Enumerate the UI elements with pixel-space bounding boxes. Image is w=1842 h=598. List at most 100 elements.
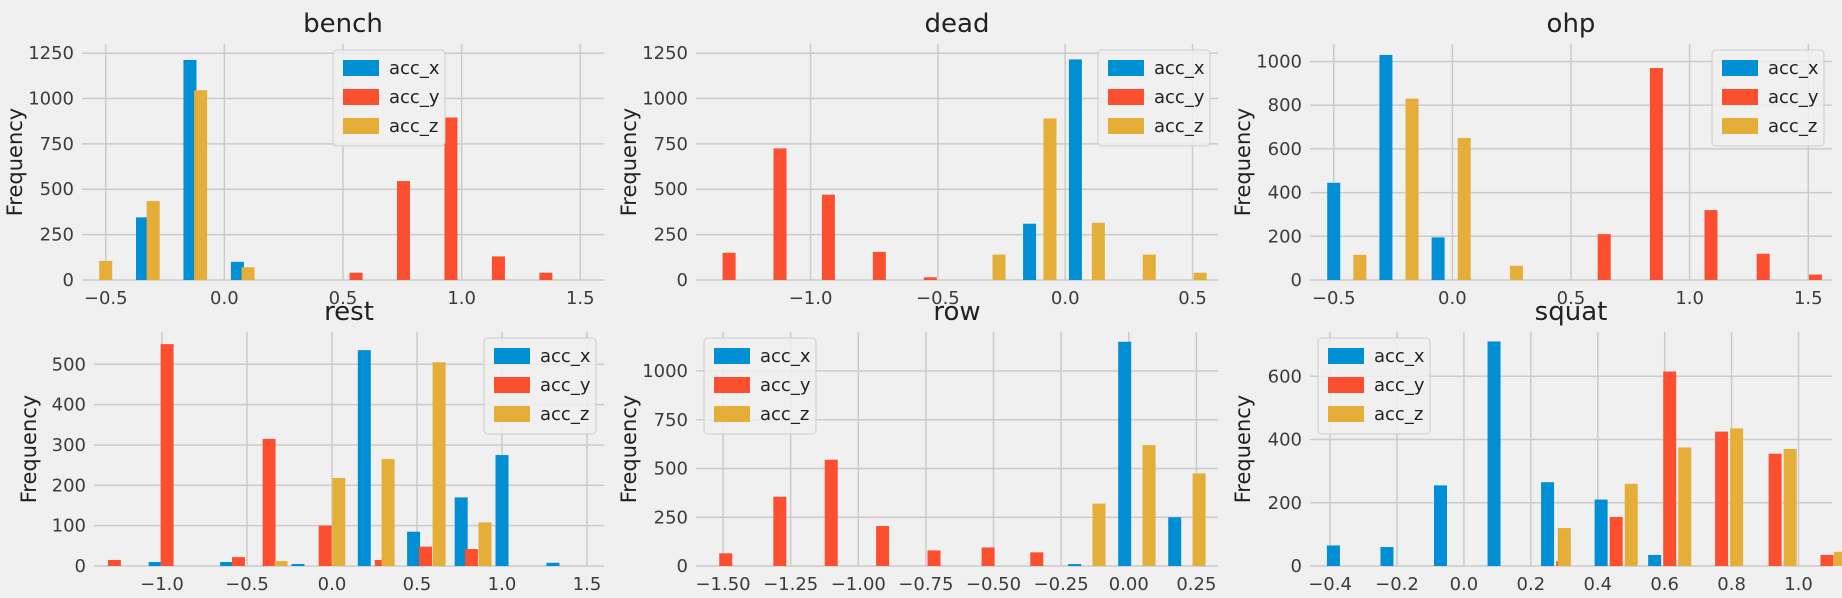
legend-label: acc_y (760, 375, 811, 396)
y-tick-label: 800 (1268, 95, 1302, 116)
bar-acc_z (274, 561, 288, 566)
bar-acc_x (546, 562, 560, 566)
bar-acc_z (1043, 118, 1057, 280)
bar-acc_z (241, 267, 255, 280)
y-tick-label: 600 (1268, 366, 1302, 387)
legend-swatch-acc_y (1722, 89, 1758, 105)
subplot-rest: −1.0 −0.5 0.0 0.5 1.0 1.5 0 100 200 300 400 500 rest… (17, 297, 604, 595)
y-tick-label: 200 (52, 475, 86, 496)
legend-swatch-acc_y (1328, 377, 1364, 393)
x-tick-label: −1.0 (140, 574, 184, 595)
bar-acc_z (1142, 254, 1156, 280)
bar-acc_y (1609, 516, 1623, 566)
y-tick-label: 750 (654, 134, 688, 155)
bar-acc_x (1431, 237, 1445, 280)
y-tick-label: 600 (1268, 139, 1302, 160)
y-tick-label: 0 (1291, 270, 1302, 291)
bar-acc_z (1142, 445, 1156, 566)
bar-acc_y (876, 526, 890, 566)
legend: acc_x acc_y acc_z (1317, 337, 1431, 435)
y-tick-label: 1000 (642, 361, 688, 382)
y-tick-label: 400 (1268, 430, 1302, 451)
x-tick-label: 1.5 (566, 288, 595, 309)
legend-swatch-acc_x (343, 60, 379, 76)
y-tick-label: 500 (654, 459, 688, 480)
bar-acc_y (232, 557, 245, 566)
legend-swatch-acc_y (1108, 89, 1144, 105)
subplot-title: dead (925, 9, 990, 39)
x-tick-label: 0.0 (1051, 288, 1080, 309)
y-tick-label: 0 (1291, 556, 1302, 577)
y-tick-label: 400 (52, 395, 86, 416)
bar-acc_x (136, 217, 150, 280)
legend-label: acc_z (1374, 404, 1423, 425)
x-tick-label: 0.0 (210, 288, 239, 309)
bar-acc_y (397, 181, 411, 280)
bar-acc_x (220, 561, 234, 566)
legend-swatch-acc_x (494, 348, 530, 364)
y-axis-label: Frequency (617, 395, 641, 504)
bar-acc_x (1118, 341, 1132, 566)
legend-swatch-acc_z (1328, 406, 1364, 422)
y-tick-label: 250 (654, 225, 688, 246)
bar-acc_y (927, 550, 941, 566)
bar-acc_z (1457, 137, 1471, 280)
y-tick-label: 1250 (642, 43, 688, 64)
bar-acc_z (1730, 428, 1744, 566)
y-tick-label: 0 (677, 556, 688, 577)
subplot-ohp: −0.5 0.0 0.5 1.0 1.5 0 200 400 600 800 1000 ohp Freq… (1231, 9, 1832, 309)
y-tick-label: 0 (63, 270, 74, 291)
bar-acc_z (1833, 551, 1842, 566)
x-tick-label: 1.5 (573, 574, 602, 595)
bar-acc_y (374, 559, 388, 566)
x-tick-label: 0.0 (1438, 288, 1467, 309)
bar-acc_y (923, 277, 937, 280)
y-tick-label: 200 (1268, 493, 1302, 514)
subplot-dead: −1.0 −0.5 0.0 0.5 0 250 500 750 1000 1250 dead Freq… (617, 9, 1218, 309)
y-axis-label: Frequency (1231, 108, 1255, 217)
x-tick-label: 0.5 (1178, 288, 1207, 309)
x-tick-label: 0.00 (1109, 574, 1149, 595)
bar-acc_x (1379, 54, 1393, 280)
y-tick-label: 750 (654, 410, 688, 431)
x-tick-label: 0.4 (1583, 574, 1612, 595)
bar-acc_x (1541, 482, 1555, 566)
bar-acc_y (262, 438, 276, 566)
bar-acc_y (1768, 453, 1782, 566)
x-tick-label: −0.5 (84, 288, 128, 309)
bar-acc_y (318, 525, 332, 566)
bar-acc_y (719, 553, 733, 566)
subplot-title: ohp (1547, 9, 1596, 39)
legend-label: acc_z (389, 116, 438, 137)
bar-acc_y (872, 251, 886, 280)
legend-label: acc_x (1374, 346, 1425, 367)
x-tick-label: 0.5 (403, 574, 432, 595)
legend-label: acc_y (1154, 87, 1205, 108)
legend-swatch-acc_z (494, 406, 530, 422)
bar-acc_z (381, 459, 395, 566)
x-tick-label: 0.2 (1517, 574, 1546, 595)
y-tick-label: 400 (1268, 183, 1302, 204)
legend-swatch-acc_x (1108, 60, 1144, 76)
x-tick-label: 0.0 (318, 574, 347, 595)
bar-acc_x (1594, 499, 1608, 566)
legend-label: acc_z (1154, 116, 1203, 137)
x-tick-label: 0.8 (1717, 574, 1746, 595)
legend-swatch-acc_y (714, 377, 750, 393)
subplot-title: bench (303, 9, 383, 39)
bar-acc_y (539, 272, 553, 280)
bar-acc_y (1597, 234, 1611, 280)
x-tick-label: −0.5 (225, 574, 269, 595)
y-tick-label: 300 (52, 435, 86, 456)
bar-acc_z (1192, 473, 1206, 566)
legend-label: acc_x (760, 346, 811, 367)
legend-swatch-acc_z (1108, 118, 1144, 134)
bar-acc_x (1023, 223, 1037, 280)
y-tick-label: 500 (654, 179, 688, 200)
bar-acc_z (1091, 222, 1105, 280)
bar-acc_y (1704, 210, 1718, 280)
bar-acc_y (160, 344, 174, 566)
bar-acc_x (1068, 564, 1082, 566)
x-tick-label: −0.5 (916, 288, 960, 309)
